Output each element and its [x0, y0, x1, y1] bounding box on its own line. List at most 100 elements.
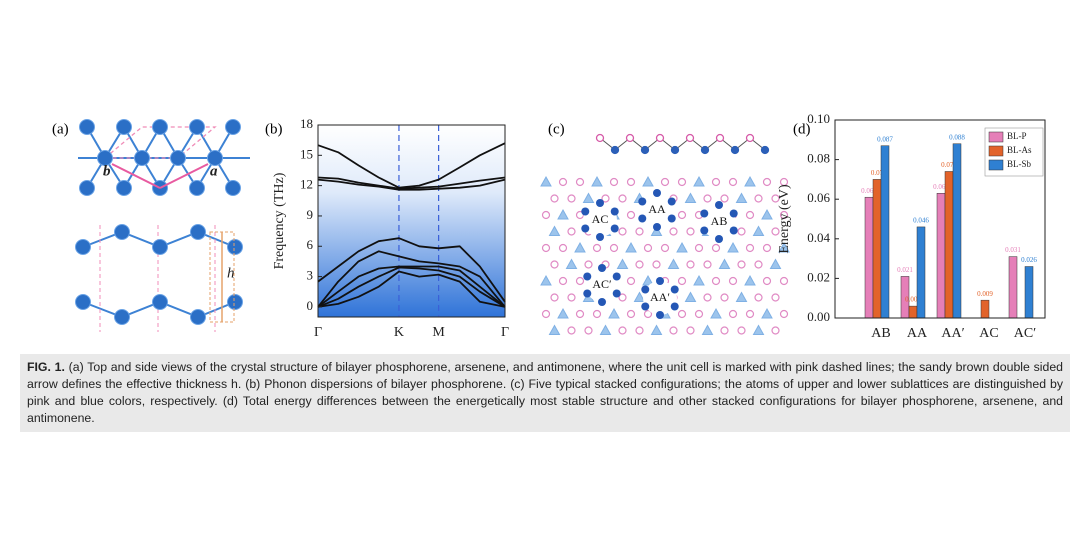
atom	[701, 324, 714, 335]
bar	[944, 171, 954, 319]
atom	[598, 264, 606, 272]
atom	[720, 326, 729, 335]
atom	[694, 309, 704, 319]
atom	[584, 326, 593, 335]
atom	[660, 177, 670, 187]
hexagon-bg	[640, 193, 674, 227]
atom	[550, 194, 559, 203]
atom	[635, 260, 644, 269]
atom	[642, 274, 654, 286]
atom	[727, 241, 739, 253]
atom	[778, 241, 790, 253]
atom	[548, 225, 561, 236]
atom	[720, 194, 729, 203]
atom	[694, 243, 704, 253]
legend-swatch	[988, 145, 1004, 157]
atom	[591, 175, 603, 187]
atom	[541, 309, 551, 319]
atom	[625, 241, 637, 253]
atom	[650, 324, 663, 335]
atom	[610, 145, 620, 155]
bar	[980, 299, 990, 319]
hexagon-bg	[583, 203, 617, 237]
panel-label: (c)	[548, 121, 565, 137]
atom	[752, 225, 765, 236]
hexagon-bg	[643, 281, 677, 315]
y-tick-label: 0	[307, 298, 314, 313]
atom	[207, 150, 223, 166]
atom	[653, 189, 661, 197]
value-label: 0.006	[905, 296, 921, 304]
atom	[638, 214, 647, 223]
atom	[650, 225, 663, 236]
y-axis-label: Frequency (THz)	[272, 172, 287, 269]
atom	[715, 235, 723, 243]
atom	[711, 276, 721, 286]
atom	[79, 119, 95, 135]
atom	[225, 119, 241, 135]
atom	[626, 177, 636, 187]
bar	[1024, 266, 1034, 319]
bar	[916, 226, 926, 319]
atom	[710, 307, 722, 319]
atom	[114, 309, 130, 325]
dispersion-branch	[317, 176, 506, 190]
atom	[625, 133, 635, 143]
x-tick-label: AC	[979, 326, 998, 341]
atom	[715, 133, 725, 143]
atom	[116, 180, 132, 196]
atom	[677, 177, 687, 187]
hexagon-bg	[585, 268, 619, 302]
atom	[540, 274, 552, 286]
unit-cell	[103, 126, 217, 159]
atom	[584, 260, 593, 269]
stacking-label: AC′	[592, 277, 612, 291]
atom	[152, 239, 168, 255]
atom	[582, 192, 595, 203]
atom	[667, 258, 680, 269]
atom	[703, 293, 712, 302]
x-tick-label: AA	[907, 326, 928, 341]
atom	[762, 177, 772, 187]
atom	[612, 289, 621, 298]
atom	[189, 119, 205, 135]
x-tick-label: AA′	[941, 326, 964, 341]
atom	[575, 177, 585, 187]
stacking-label: AB	[711, 214, 728, 228]
atom	[728, 276, 738, 286]
atom	[574, 241, 586, 253]
atom	[596, 233, 604, 241]
plot-background	[318, 125, 505, 317]
atom	[618, 194, 627, 203]
atom	[152, 119, 168, 135]
atom	[75, 294, 91, 310]
atom	[541, 243, 551, 253]
y-tick-label: 0.00	[807, 309, 830, 324]
atom	[670, 285, 679, 294]
atom	[660, 243, 670, 253]
bar	[872, 179, 882, 319]
atom	[737, 326, 746, 335]
atom	[550, 293, 559, 302]
atom	[735, 291, 748, 302]
atom	[618, 227, 627, 236]
value-label: 0.021	[897, 266, 913, 274]
atom	[548, 324, 561, 335]
atom	[744, 274, 756, 286]
plot-frame	[834, 119, 1046, 319]
diagrams	[75, 119, 790, 335]
atom	[686, 326, 695, 335]
lattice-vector	[159, 163, 209, 189]
atom	[761, 208, 773, 220]
atom	[635, 326, 644, 335]
atom	[170, 150, 186, 166]
y-tick-label: 9	[307, 207, 314, 222]
atom	[779, 276, 789, 286]
atom	[592, 243, 602, 253]
atom	[762, 276, 772, 286]
legend-swatch	[988, 159, 1004, 171]
atom	[779, 210, 789, 220]
atom	[609, 177, 619, 187]
atom	[684, 291, 697, 302]
atom	[685, 133, 695, 143]
